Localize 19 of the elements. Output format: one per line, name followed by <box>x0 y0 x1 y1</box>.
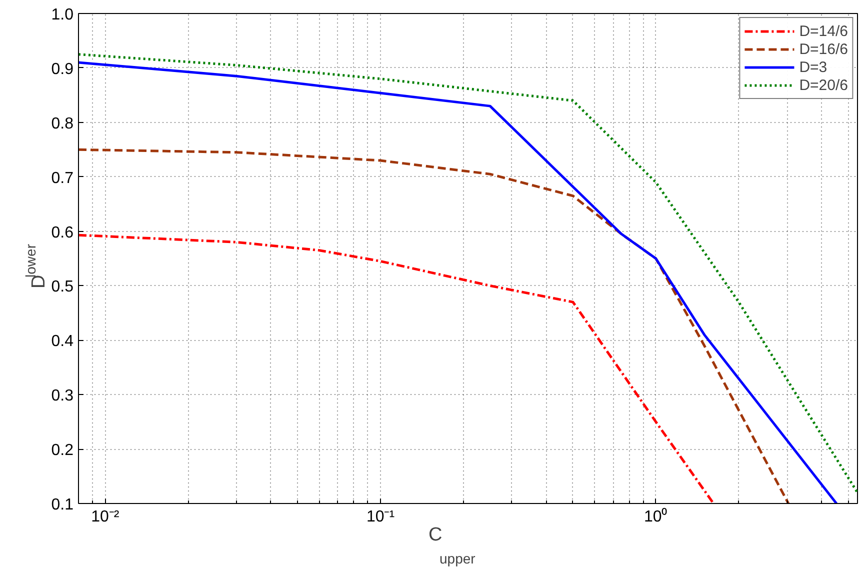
y-tick-label: 0.9 <box>51 60 74 78</box>
x-tick-label: 10⁻¹ <box>366 508 395 526</box>
y-axis-title: Dlower <box>22 244 50 288</box>
legend-label: D=16/6 <box>799 40 848 58</box>
y-tick-label: 0.7 <box>51 170 74 187</box>
x-tick-label: 10⁻² <box>91 508 120 526</box>
y-tick-label: 0.4 <box>51 333 74 350</box>
y-tick-label: 0.5 <box>51 278 74 296</box>
legend-label: D=14/6 <box>799 22 848 40</box>
y-tick-label: 0.3 <box>51 388 74 405</box>
legend-label: D=20/6 <box>799 76 848 94</box>
y-tick-label: 0.1 <box>51 496 74 514</box>
x-tick-label: 10⁰ <box>644 508 668 526</box>
y-tick-label: 0.2 <box>51 442 74 460</box>
x-axis-title: Cupper <box>428 524 476 566</box>
y-tick-label: 0.8 <box>51 115 74 132</box>
legend-label: D=3 <box>799 58 828 76</box>
y-tick-label: 0.6 <box>51 224 74 242</box>
y-tick-label: 1.0 <box>51 6 74 24</box>
